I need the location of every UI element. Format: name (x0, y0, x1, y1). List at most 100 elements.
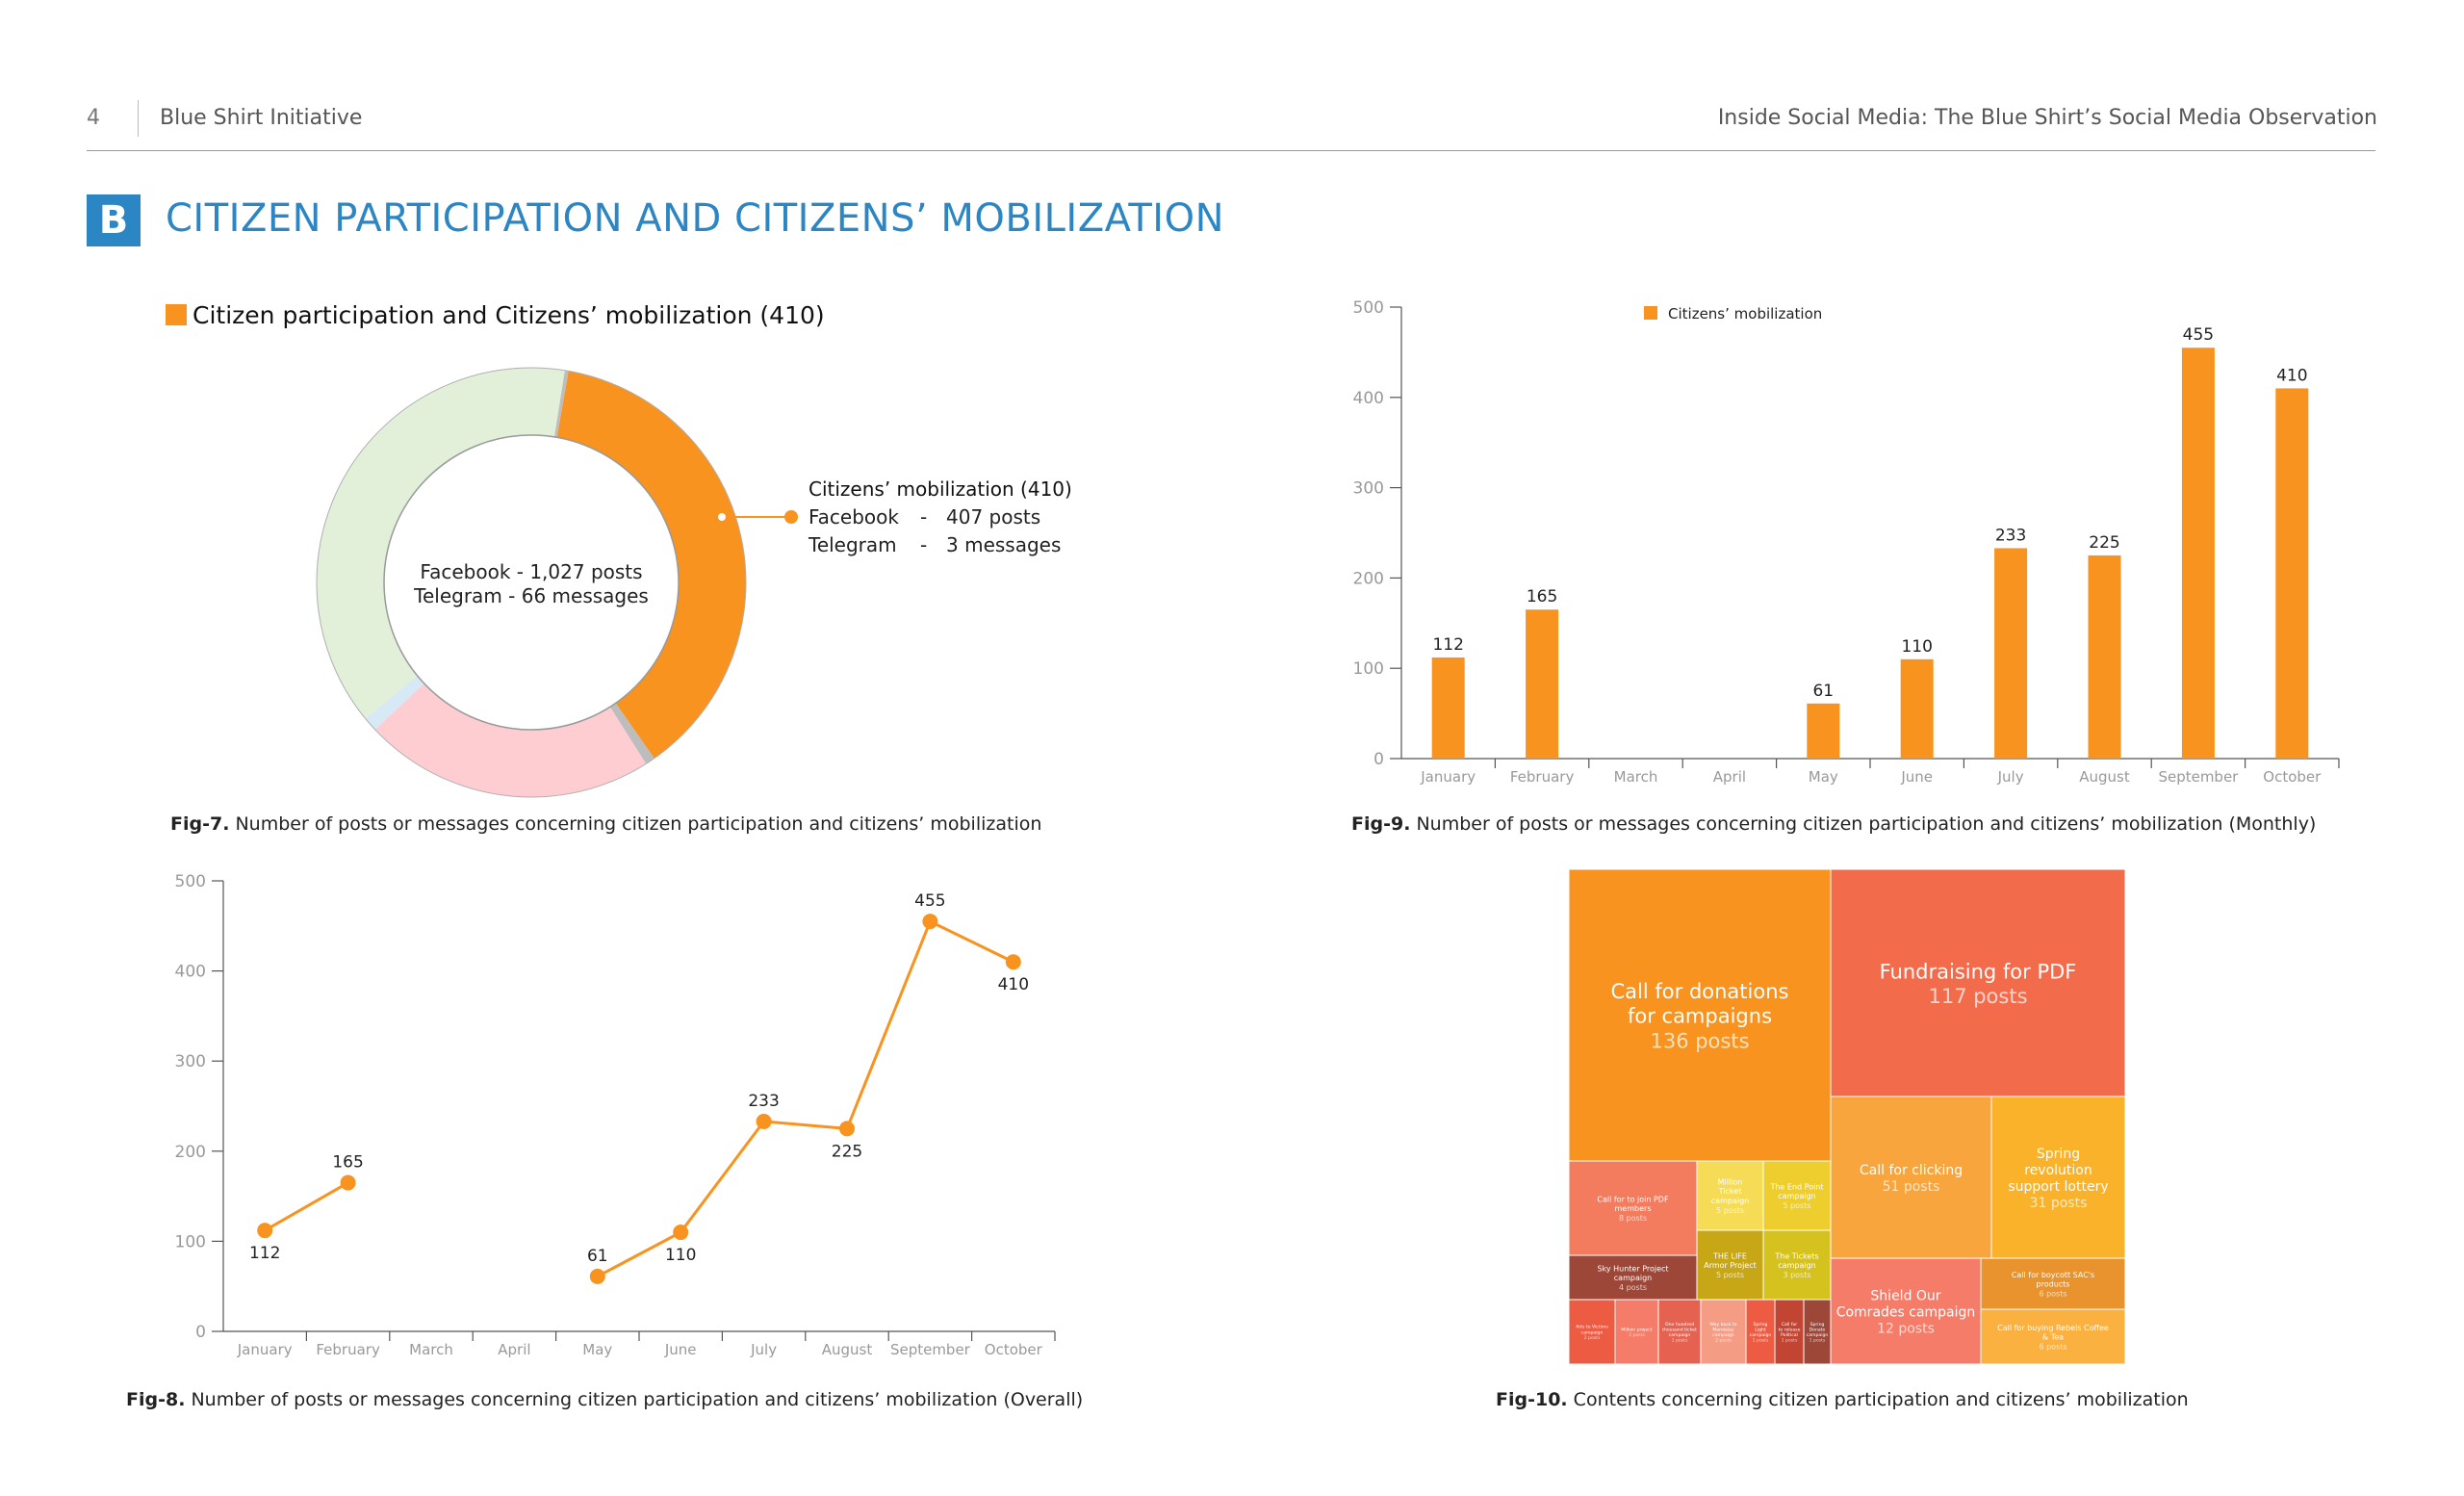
fig9-bar-june (1900, 658, 1934, 759)
header-org-name: Blue Shirt Initiative (160, 106, 363, 130)
fig9-legend-label: Citizens’ mobilization (1668, 305, 1822, 322)
fig9-x-tick-label: August (2079, 768, 2130, 786)
fig8-y-tick-label: 100 (175, 1232, 206, 1251)
fig7-slice-6 (553, 370, 569, 438)
fig10-cell-label: Spring Donate campaign (1807, 1322, 1829, 1338)
fig9-bar-february (1526, 609, 1559, 759)
fig8-x-tick-label: October (985, 1341, 1043, 1358)
fig10-cell-value: 5 posts (1716, 1206, 1744, 1215)
fig10-cell-label: Million project (1621, 1327, 1652, 1332)
fig8-line-chart: 0 100 200 300 400 500 January February March Apri… (175, 872, 1056, 1358)
fig10-cell-19 (1774, 1299, 1805, 1364)
fig10-cell-label: Call for to release Political (1779, 1322, 1801, 1338)
fig9-bar-october (2275, 388, 2309, 759)
fig7-slice-2 (609, 703, 654, 764)
header-rule (87, 150, 2375, 151)
fig9-bar-value-label: 233 (1995, 526, 2026, 545)
fig10-cell-label: One hundred thousand ticket campaign (1662, 1322, 1697, 1338)
fig9-bar-may (1807, 703, 1840, 759)
fig8-caption-text: Number of posts or messages concerning c… (185, 1389, 1084, 1410)
header-report-title: Inside Social Media: The Blue Shirt’s So… (1717, 106, 2377, 130)
fig8-x-tick-label: June (664, 1341, 697, 1358)
fig10-cell-label: The End Point campaign (1769, 1182, 1823, 1200)
fig9-bar-value-label: 225 (2089, 533, 2119, 553)
fig10-cell-label: Call for boycott SAC's products (2012, 1271, 2094, 1289)
fig7-slice-5 (317, 368, 565, 719)
fig10-cell-value: 117 posts (1928, 985, 2027, 1008)
fig8-point-may (589, 1268, 605, 1284)
fig7-caption-text: Number of posts or messages concerning c… (229, 813, 1042, 835)
fig10-cell-16 (1657, 1299, 1702, 1364)
fig10-cell-label: Call for clicking (1860, 1163, 1963, 1178)
fig10-caption-text: Contents concerning citizen participatio… (1567, 1389, 2189, 1410)
fig10-cell-value: 2 posts (1629, 1332, 1645, 1338)
fig7-callout-platform-2: Telegram (808, 533, 897, 556)
fig9-bar-value-label: 112 (1432, 635, 1463, 655)
fig8-caption-label: Fig-8. (126, 1389, 186, 1410)
fig10-cell-value: 51 posts (1883, 1179, 1940, 1195)
fig10-cell-label: THE LIFE Armor Project (1704, 1251, 1757, 1270)
fig7-donut-chart: Citizen participation and Citizens’ mobi… (166, 301, 1072, 798)
fig8-y-tick-label: 0 (195, 1323, 206, 1342)
fig8-point-label: 110 (665, 1246, 696, 1265)
fig9-caption-label: Fig-9. (1351, 813, 1411, 835)
fig10-cell-17 (1700, 1299, 1747, 1364)
fig7-callout-title: Citizens’ mobilization (410) (808, 477, 1072, 501)
fig10-cell-label: Way back to Mandalay campaign (1709, 1322, 1736, 1338)
fig7-legend-swatch (166, 304, 187, 325)
fig7-slice-1 (555, 371, 746, 759)
fig7-callout-platform-1: Facebook (808, 505, 899, 529)
fig8-point-label: 165 (332, 1153, 363, 1173)
fig10-cell-18 (1745, 1299, 1776, 1364)
fig10-cell-label: Million Ticket campaign (1711, 1177, 1749, 1205)
fig7-slice-4 (365, 675, 424, 730)
section-title: CITIZEN PARTICIPATION AND CITIZENS’ MOBI… (166, 196, 1224, 241)
fig8-point-label: 233 (748, 1092, 779, 1111)
fig9-caption-text: Number of posts or messages concerning c… (1410, 813, 2317, 835)
fig10-cell-label: The Tickets campaign (1774, 1251, 1818, 1270)
fig7-callout-dot-end (784, 510, 798, 524)
fig10-cell-value: 2 posts (1584, 1335, 1601, 1341)
fig10-cell-3 (1830, 1096, 1992, 1259)
fig8-y-tick-label: 300 (175, 1052, 206, 1071)
fig7-callout-sep-2: - (920, 533, 927, 556)
fig8-y-tick-label: 500 (175, 872, 206, 891)
fig9-x-tick-label: July (1997, 768, 2024, 786)
fig9-x-tick-label: January (1420, 768, 1476, 786)
fig8-x-tick-label: September (890, 1341, 971, 1358)
fig9-legend-swatch (1644, 306, 1657, 320)
fig10-cell-value: 5 posts (1716, 1271, 1744, 1279)
fig10-cell-8 (1696, 1229, 1764, 1301)
fig8-point-label: 225 (832, 1142, 862, 1161)
fig10-caption-label: Fig-10. (1496, 1389, 1568, 1410)
fig8-point-label: 455 (914, 891, 945, 911)
fig8-point-october (1005, 954, 1021, 970)
fig10-cell-4 (1990, 1096, 2125, 1259)
fig10-cell-label: Arts to Victims campaign (1576, 1325, 1608, 1336)
fig10-cell-6 (1696, 1160, 1764, 1231)
fig8-point-june (673, 1225, 689, 1241)
fig9-y-tick-label: 300 (1353, 479, 1384, 499)
fig8-point-september (922, 914, 938, 930)
fig9-y-tick-label: 500 (1353, 298, 1384, 318)
fig8-caption: Fig-8. Number of posts or messages conce… (126, 1389, 1083, 1410)
fig8-x-tick-label: August (822, 1341, 873, 1358)
fig7-callout-dot-start (716, 511, 728, 523)
fig9-bar-value-label: 165 (1527, 587, 1557, 606)
fig10-cell-label: Spring Light campaign (1750, 1322, 1772, 1338)
fig7-caption: Fig-7. Number of posts or messages conce… (170, 813, 1041, 835)
fig8-x-tick-label: January (237, 1341, 293, 1358)
fig9-bar-july (1994, 548, 2028, 759)
fig10-cell-value: 5 posts (1783, 1201, 1810, 1210)
fig7-callout-value-1: 407 posts (946, 505, 1040, 529)
fig9-y-tick-label: 0 (1373, 750, 1384, 769)
fig10-cell-value: 12 posts (1877, 1322, 1935, 1337)
fig8-point-august (839, 1121, 855, 1137)
fig10-cell-value: 1 posts (1782, 1338, 1798, 1344)
fig7-slice-3 (374, 683, 647, 797)
fig10-cell-20 (1803, 1299, 1832, 1364)
fig8-point-label: 410 (998, 975, 1029, 994)
fig10-cell-9 (1762, 1229, 1832, 1301)
fig10-cell-5 (1569, 1160, 1698, 1256)
fig10-cell-value: 2 posts (1715, 1338, 1732, 1344)
